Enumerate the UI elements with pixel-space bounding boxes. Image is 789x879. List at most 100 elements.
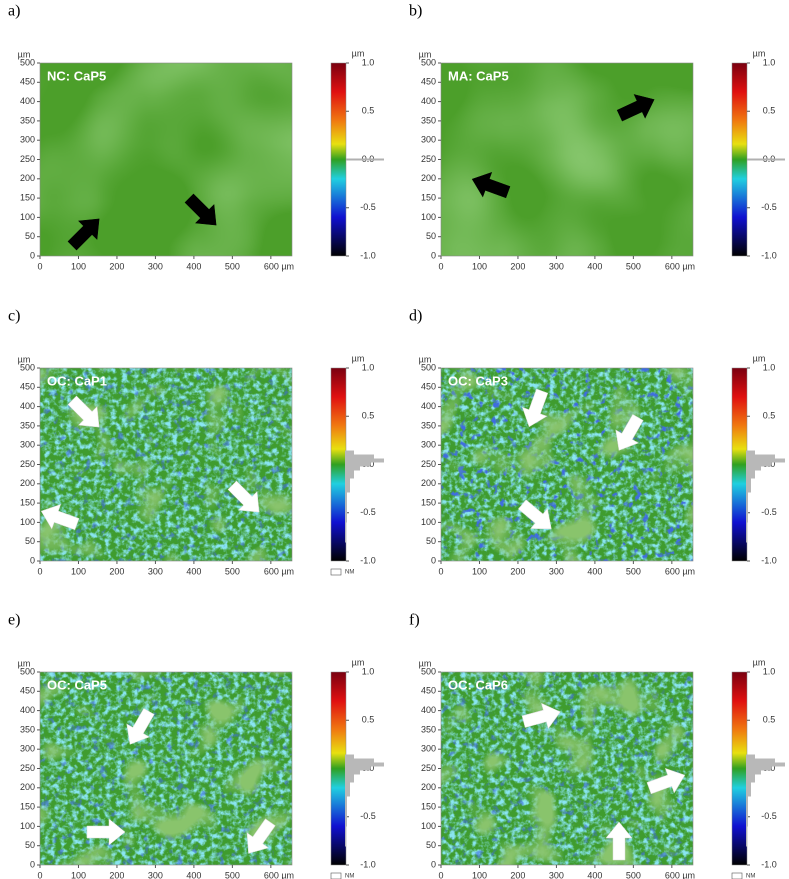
y-tick-label: 0 bbox=[431, 859, 436, 869]
x-tick-label: 400 bbox=[587, 870, 602, 879]
x-tick-label: 600 µm bbox=[264, 566, 294, 576]
map-title: MA: CaP5 bbox=[448, 68, 509, 83]
y-tick-label: 250 bbox=[20, 763, 35, 773]
legend-text: NM bbox=[746, 874, 755, 879]
y-tick-label: 200 bbox=[421, 782, 436, 792]
arrow bbox=[184, 193, 217, 226]
y-tick-label: 200 bbox=[20, 173, 35, 183]
y-tick-label: 50 bbox=[426, 840, 436, 850]
y-tick-label: 100 bbox=[20, 517, 35, 527]
y-tick-label: 300 bbox=[421, 135, 436, 145]
map-tint bbox=[441, 63, 693, 256]
colorbar bbox=[731, 671, 748, 866]
y-tick-label: 500 bbox=[421, 362, 436, 372]
map-title: OC: CaP5 bbox=[47, 677, 107, 692]
map-patches bbox=[441, 672, 693, 865]
x-tick-label: 300 bbox=[549, 261, 564, 271]
y-tick-label: 0 bbox=[30, 250, 35, 260]
arrow-shape bbox=[521, 702, 561, 730]
y-tick-label: 500 bbox=[20, 362, 35, 372]
y-tick-label: 300 bbox=[421, 440, 436, 450]
colorbar-tick-label: 1.0 bbox=[763, 362, 776, 372]
colorbar-tick-label: 0.5 bbox=[362, 715, 375, 725]
y-tick-label: 300 bbox=[20, 440, 35, 450]
panel: a) NC: CaP5 0 100 200 300 400 500 600 µm 0 50 100 15… bbox=[8, 3, 384, 271]
y-tick-label: 400 bbox=[421, 705, 436, 715]
arrow bbox=[246, 818, 276, 854]
arrow-shape bbox=[616, 94, 655, 122]
x-tick-label: 200 bbox=[109, 261, 124, 271]
y-tick-label: 100 bbox=[20, 212, 35, 222]
y-tick-label: 400 bbox=[421, 96, 436, 106]
arrow-shape bbox=[615, 414, 644, 451]
y-tick-label: 300 bbox=[421, 744, 436, 754]
x-tick-label: 300 bbox=[148, 566, 163, 576]
y-unit: µm bbox=[419, 354, 432, 364]
colorbar-tick-label: 0.5 bbox=[763, 411, 776, 421]
colorbar-tick-label: 1.0 bbox=[362, 362, 375, 372]
y-tick-label: 500 bbox=[421, 57, 436, 67]
y-tick-label: 400 bbox=[20, 705, 35, 715]
x-tick-label: 100 bbox=[472, 566, 487, 576]
y-tick-label: 350 bbox=[20, 115, 35, 125]
x-tick-label: 200 bbox=[510, 261, 525, 271]
x-tick-label: 100 bbox=[71, 566, 86, 576]
panel-label: b) bbox=[409, 3, 422, 20]
y-tick-label: 150 bbox=[20, 801, 35, 811]
colorbar-tick-label: -1.0 bbox=[761, 250, 777, 260]
arrow bbox=[126, 708, 155, 745]
colorbar bbox=[330, 671, 347, 866]
arrow-shape bbox=[605, 821, 633, 861]
x-tick-label: 100 bbox=[472, 870, 487, 879]
x-tick-label: 100 bbox=[472, 261, 487, 271]
y-tick-label: 450 bbox=[421, 686, 436, 696]
arrow bbox=[471, 172, 511, 199]
x-tick-label: 500 bbox=[225, 566, 240, 576]
x-tick-label: 500 bbox=[225, 870, 240, 879]
arrow-shape bbox=[67, 218, 100, 251]
map-tint bbox=[40, 63, 292, 256]
x-tick-label: 100 bbox=[71, 261, 86, 271]
y-tick-label: 100 bbox=[421, 517, 436, 527]
legend-swatch bbox=[330, 872, 342, 879]
colorbar-tick-label: -0.5 bbox=[761, 811, 777, 821]
panel: b) MA: CaP5 0 100 200 300 400 500 600 µm 0 50 100 15… bbox=[409, 3, 785, 271]
y-tick-label: 500 bbox=[20, 57, 35, 67]
y-tick-label: 450 bbox=[20, 382, 35, 392]
y-tick-label: 250 bbox=[20, 154, 35, 164]
y-tick-label: 50 bbox=[25, 231, 35, 241]
y-tick-label: 450 bbox=[20, 77, 35, 87]
arrow-shape bbox=[522, 388, 549, 428]
x-tick-label: 300 bbox=[148, 870, 163, 879]
colorbar-unit: µm bbox=[753, 657, 766, 667]
colorbar-tick-label: -1.0 bbox=[360, 859, 376, 869]
x-tick-label: 600 µm bbox=[264, 261, 294, 271]
x-tick-label: 400 bbox=[186, 261, 201, 271]
colorbar-tick-label: -0.5 bbox=[360, 202, 376, 212]
x-tick-label: 0 bbox=[438, 870, 443, 879]
colorbar-tick-label: 1.0 bbox=[763, 666, 776, 676]
arrow-shape bbox=[471, 172, 511, 199]
colorbar-tick-label: -0.5 bbox=[360, 811, 376, 821]
arrow-shape bbox=[40, 504, 80, 531]
y-tick-label: 50 bbox=[25, 840, 35, 850]
y-unit: µm bbox=[18, 658, 31, 668]
y-tick-label: 200 bbox=[421, 478, 436, 488]
colorbar-tick-label: -0.5 bbox=[360, 507, 376, 517]
map-title: OC: CaP1 bbox=[47, 373, 107, 388]
x-tick-label: 0 bbox=[37, 566, 42, 576]
arrow bbox=[522, 388, 549, 428]
x-tick-label: 300 bbox=[148, 261, 163, 271]
colorbar-tick-label: 0.5 bbox=[763, 106, 776, 116]
x-tick-label: 400 bbox=[186, 566, 201, 576]
x-tick-label: 500 bbox=[626, 261, 641, 271]
legend-swatch bbox=[731, 872, 743, 879]
x-tick-label: 600 µm bbox=[665, 261, 695, 271]
colorbar-tick-label: 0.5 bbox=[362, 106, 375, 116]
y-tick-label: 0 bbox=[30, 859, 35, 869]
colorbar-tick-label: -1.0 bbox=[360, 555, 376, 565]
colorbar-tick-label: 1.0 bbox=[362, 57, 375, 67]
arrow-shape bbox=[518, 499, 552, 530]
y-tick-label: 250 bbox=[20, 459, 35, 469]
